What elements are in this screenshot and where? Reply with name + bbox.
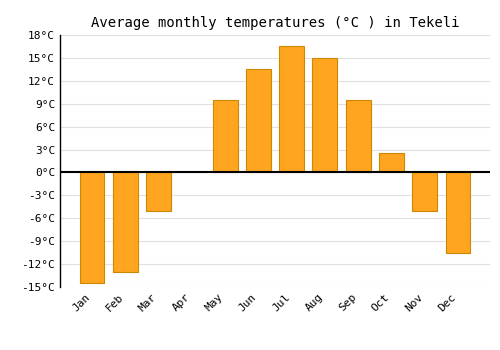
Bar xyxy=(446,173,470,253)
Bar xyxy=(379,153,404,173)
Bar xyxy=(212,100,238,173)
Bar xyxy=(279,47,304,173)
Bar xyxy=(113,173,138,272)
Bar xyxy=(412,173,437,211)
Bar xyxy=(312,58,338,173)
Bar xyxy=(146,173,171,211)
Bar xyxy=(346,100,370,173)
Bar xyxy=(80,173,104,283)
Title: Average monthly temperatures (°C ) in Tekeli: Average monthly temperatures (°C ) in Te… xyxy=(91,16,459,30)
Bar xyxy=(246,69,271,173)
